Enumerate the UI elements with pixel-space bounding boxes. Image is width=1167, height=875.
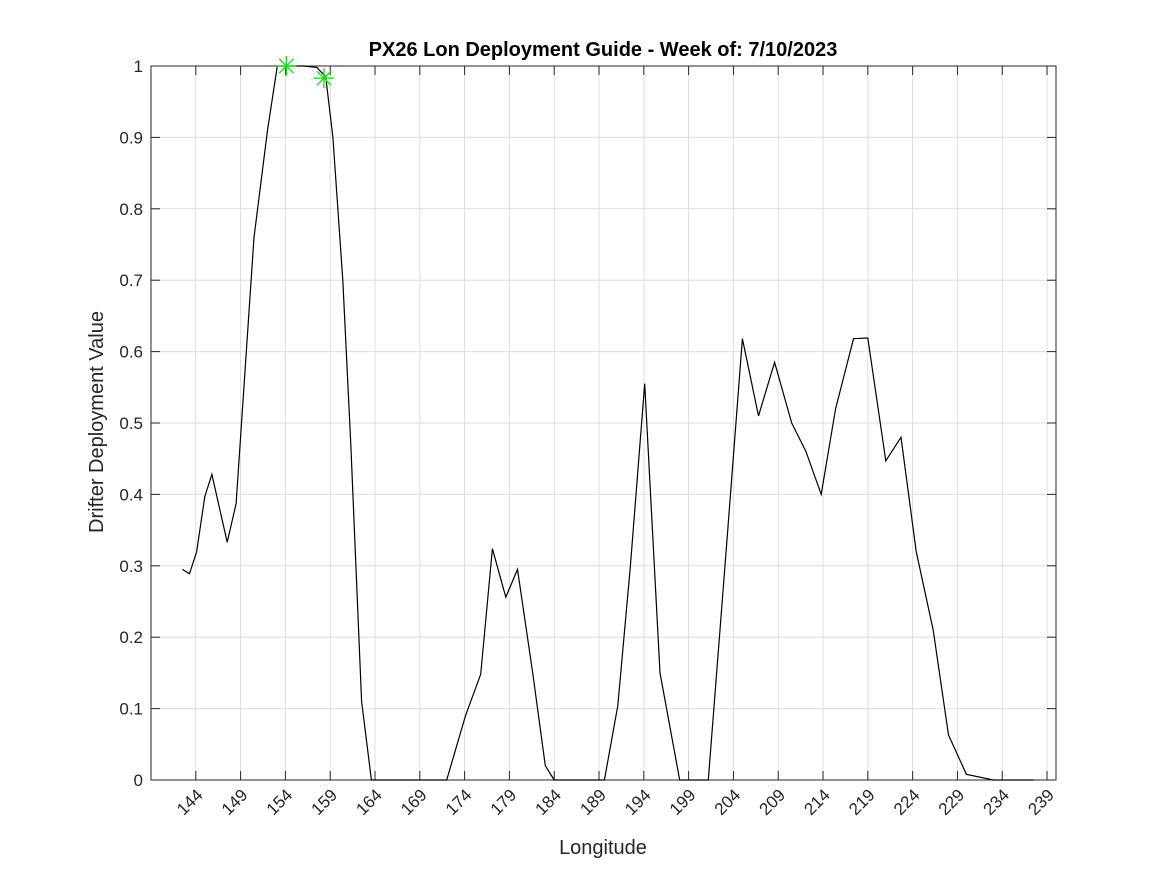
x-tick-label: 169 [397, 785, 430, 818]
x-tick-label: 239 [1024, 785, 1057, 818]
x-tick-label: 224 [890, 785, 923, 818]
x-axis-label: Longitude [559, 837, 647, 859]
x-tick-label: 194 [621, 785, 654, 818]
x-tick-label: 159 [308, 785, 341, 818]
x-tick-label: 214 [800, 785, 833, 818]
y-axis-label: Drifter Deployment Value [86, 311, 108, 533]
x-tick-label: 234 [980, 785, 1013, 818]
x-tick-label: 219 [845, 785, 878, 818]
y-tick-label: 0.3 [119, 557, 143, 576]
y-tick-label: 0.6 [119, 343, 143, 362]
x-tick-label: 149 [218, 785, 251, 818]
x-tick-label: 209 [756, 785, 789, 818]
x-tick-label: 174 [442, 785, 475, 818]
y-tick-label: 0.5 [119, 414, 143, 433]
x-tick-label: 199 [666, 785, 699, 818]
y-tick-label: 0.4 [119, 485, 143, 504]
x-tick-label: 179 [487, 785, 520, 818]
y-tick-label: 0.9 [119, 128, 143, 147]
x-tick-label: 154 [263, 785, 296, 818]
asterisk-marker [313, 68, 334, 89]
y-tick-label: 1 [134, 57, 143, 76]
x-tick-label: 144 [173, 785, 206, 818]
y-tick-label: 0 [134, 771, 143, 790]
x-tick-label: 204 [711, 785, 744, 818]
y-tick-label: 0.8 [119, 200, 143, 219]
y-tick-label: 0.1 [119, 700, 143, 719]
y-tick-label: 0.2 [119, 628, 143, 647]
x-tick-label: 184 [532, 785, 565, 818]
chart-title: PX26 Lon Deployment Guide - Week of: 7/1… [369, 39, 838, 61]
x-tick-label: 164 [352, 785, 385, 818]
asterisk-marker [276, 56, 297, 76]
x-tick-label: 189 [576, 785, 609, 818]
y-tick-label: 0.7 [119, 271, 143, 290]
x-tick-label: 229 [935, 785, 968, 818]
